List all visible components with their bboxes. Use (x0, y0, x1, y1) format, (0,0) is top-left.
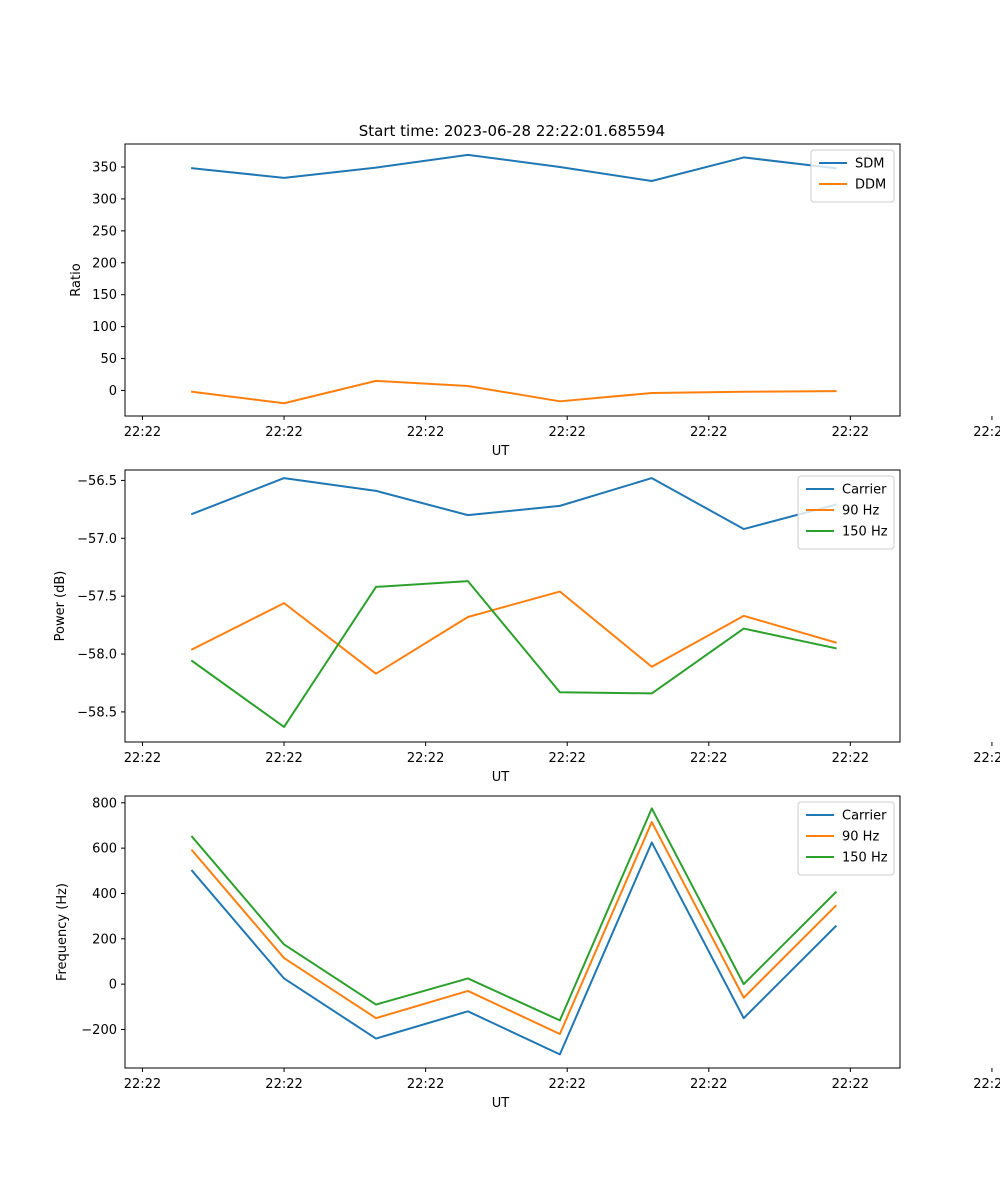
legend-label-150-hz: 150 Hz (842, 525, 888, 540)
y-tick-label: −57.0 (77, 532, 117, 547)
series-line-carrier (190, 477, 837, 531)
figure-title: Start time: 2023-06-28 22:22:01.685594 (359, 122, 665, 140)
charts-container: 22:22 22:22 22:22 22:22 22:22 22:22 22:23 0 50 10… (53, 143, 1000, 1111)
x-tick-label: 22:22 (832, 425, 869, 440)
y-tick-label: −58.0 (77, 648, 117, 663)
y-tick-label: 0 (109, 384, 117, 399)
y-axis-label: Power (dB) (53, 571, 68, 642)
legend: Carrier 90 Hz 150 Hz (797, 475, 895, 550)
y-tick-label: 0 (109, 978, 117, 993)
x-tick-label: 22:22 (832, 1077, 869, 1092)
y-tick-label: 800 (92, 796, 117, 811)
y-tick-label: 50 (100, 352, 117, 367)
legend-label-ddm: DDM (855, 178, 886, 193)
x-tick-label: 22:22 (407, 751, 444, 766)
x-axis-label: UT (492, 444, 510, 459)
x-tick-label: 22:22 (548, 1077, 585, 1092)
x-tick-label: 22:23 (973, 751, 1000, 766)
x-tick-label: 22:22 (265, 751, 302, 766)
x-tick-label: 22:23 (973, 425, 1000, 440)
legend-label-carrier: Carrier (842, 483, 887, 498)
x-tick-label: 22:22 (265, 425, 302, 440)
legend-label-90-hz: 90 Hz (842, 504, 879, 519)
y-tick-label: 250 (92, 224, 117, 239)
y-axis-label: Frequency (Hz) (55, 883, 70, 981)
y-tick-label: 600 (92, 842, 117, 857)
chart-panel-1: 22:22 22:22 22:22 22:22 22:22 22:22 22:23 0 50 10… (69, 143, 1000, 459)
y-tick-label: 200 (92, 256, 117, 271)
x-tick-label: 22:22 (265, 1077, 302, 1092)
y-tick-label: −200 (81, 1023, 117, 1038)
chart-panel-2: 22:22 22:22 22:22 22:22 22:22 22:22 22:23 −58.5… (53, 469, 1000, 785)
series-line-90-hz (190, 590, 837, 675)
series-line-sdm (191, 153, 837, 183)
legend: SDM DDM (810, 149, 895, 203)
legend: Carrier 90 Hz 150 Hz (797, 801, 895, 876)
x-tick-label: 22:22 (548, 425, 585, 440)
x-tick-label: 22:22 (124, 751, 161, 766)
legend-label-150-hz: 150 Hz (842, 851, 888, 866)
chart-panel-3: 22:22 22:22 22:22 22:22 22:22 22:22 22:23 −200 0… (55, 795, 1000, 1111)
x-tick-label: 22:22 (407, 425, 444, 440)
y-tick-label: −57.5 (77, 590, 117, 605)
x-tick-label: 22:23 (973, 1077, 1000, 1092)
axes-frame (124, 795, 901, 1069)
y-tick-label: 200 (92, 932, 117, 947)
y-tick-label: 100 (92, 320, 117, 335)
y-axis-label: Ratio (69, 263, 84, 296)
legend-label-carrier: Carrier (842, 809, 887, 824)
axes-frame (124, 143, 901, 417)
y-tick-label: −56.5 (77, 474, 117, 489)
x-tick-label: 22:22 (124, 1077, 161, 1092)
y-tick-label: 350 (92, 160, 117, 175)
y-tick-label: −58.5 (77, 705, 117, 720)
legend-label-sdm: SDM (855, 157, 884, 172)
x-tick-label: 22:22 (690, 751, 727, 766)
y-tick-label: 300 (92, 192, 117, 207)
series-line-150-hz (190, 807, 838, 1022)
series-line-90-hz (190, 821, 838, 1035)
x-tick-label: 22:22 (407, 1077, 444, 1092)
x-axis-label: UT (492, 1096, 510, 1111)
series-line-150-hz (190, 580, 837, 728)
series-line-carrier (190, 841, 838, 1056)
x-tick-label: 22:22 (548, 751, 585, 766)
axes-frame (124, 469, 901, 743)
series-line-ddm (190, 379, 837, 405)
x-tick-label: 22:22 (690, 1077, 727, 1092)
x-tick-label: 22:22 (832, 751, 869, 766)
legend-label-90-hz: 90 Hz (842, 830, 879, 845)
y-tick-label: 400 (92, 887, 117, 902)
x-axis-label: UT (492, 770, 510, 785)
x-tick-label: 22:22 (690, 425, 727, 440)
x-tick-label: 22:22 (124, 425, 161, 440)
y-tick-label: 150 (92, 288, 117, 303)
